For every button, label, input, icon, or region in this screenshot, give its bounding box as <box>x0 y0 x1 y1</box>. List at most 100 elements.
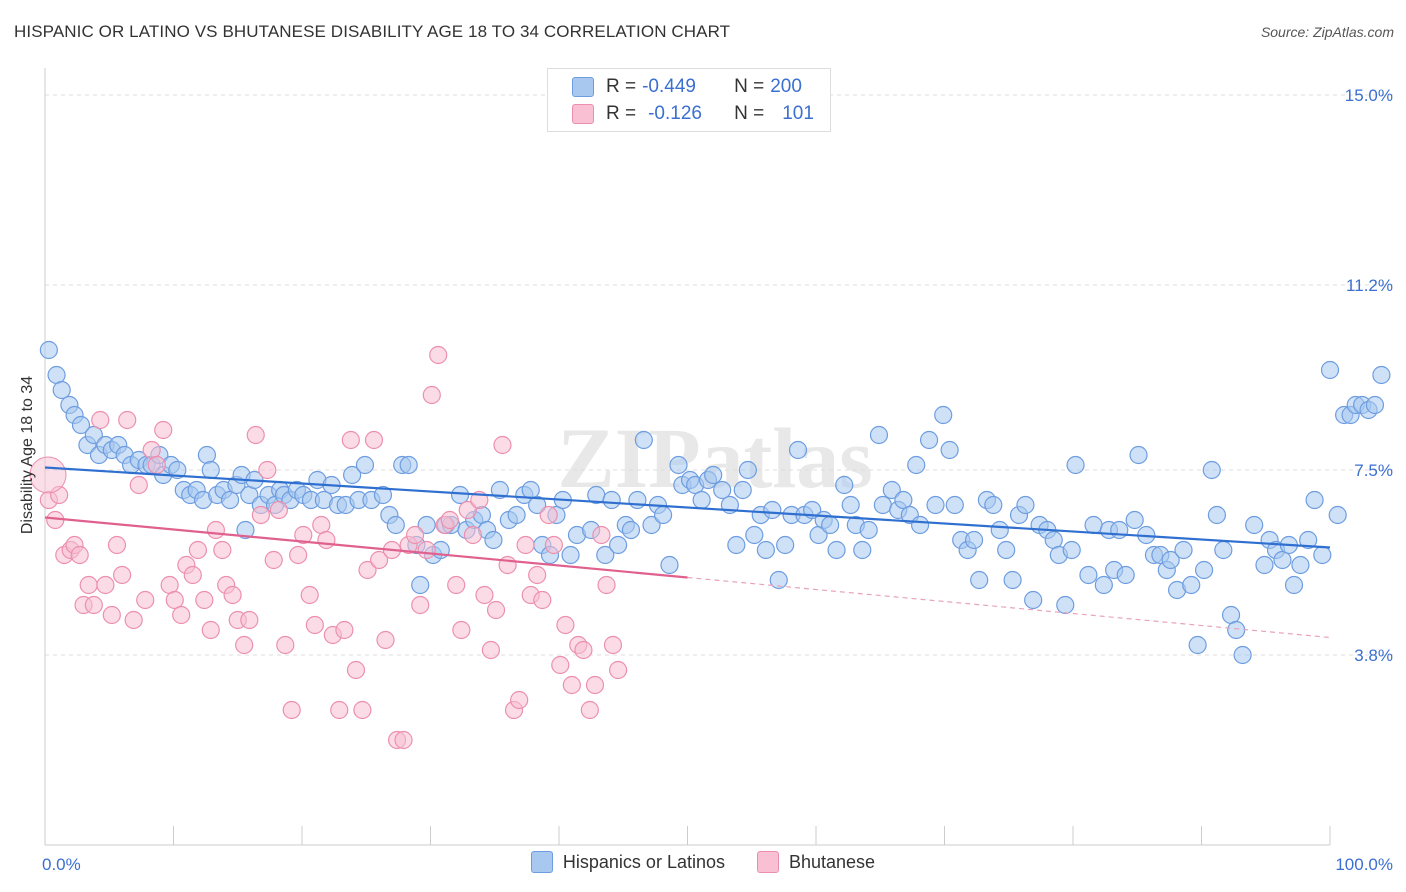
legend-n-label: N = <box>734 76 765 97</box>
hispanics-point <box>1129 445 1148 465</box>
hispanics-point <box>596 545 615 565</box>
hispanics-point <box>1182 575 1201 595</box>
hispanics-point <box>1066 455 1085 475</box>
bhutanese-point <box>294 525 313 545</box>
hispanics-point <box>84 425 103 445</box>
bhutanese-point <box>269 500 288 520</box>
hispanics-point <box>220 490 240 510</box>
legend-r-value: -0.126 <box>648 103 702 124</box>
hispanics-point <box>1094 575 1113 595</box>
bhutanese-point <box>609 660 628 680</box>
bhutanese-point <box>183 565 202 585</box>
hispanics-point <box>1116 565 1135 585</box>
bhutanese-point <box>358 560 377 580</box>
bhutanese-point <box>223 585 242 605</box>
hispanics-point <box>621 520 641 540</box>
bhutanese-point <box>417 540 436 560</box>
hispanics-point <box>411 575 430 595</box>
bhutanese-point <box>597 575 616 595</box>
bhutanese-point <box>364 430 384 450</box>
hispanics-point <box>1079 565 1098 585</box>
bhutanese-point <box>475 585 494 605</box>
y-tick-label: 11.2% <box>1346 276 1393 295</box>
legend-row-bhutanese: R = -0.126 N = 101 <box>572 101 814 127</box>
bhutanese-point <box>70 545 89 565</box>
bhutanese-point <box>258 460 277 480</box>
bhutanese-point <box>405 525 425 545</box>
bhutanese-point <box>276 635 295 655</box>
hispanics-point <box>934 405 953 425</box>
hispanics-point <box>39 340 58 360</box>
hispanics-point <box>484 530 503 550</box>
hispanics-point <box>1024 590 1043 610</box>
hispanics-point <box>52 380 71 400</box>
hispanics-point <box>528 495 547 515</box>
hispanics-point <box>1233 645 1252 665</box>
bhutanese-point <box>440 510 459 530</box>
bhutanese-point <box>107 535 127 555</box>
grid-lines <box>45 94 1395 656</box>
hispanics-point <box>990 520 1009 540</box>
hispanics-point <box>1320 360 1340 380</box>
hispanics-point <box>1062 540 1081 560</box>
source-credit: Source: ZipAtlas.com <box>1260 24 1394 40</box>
trend-lines <box>44 466 1331 639</box>
hispanics-point <box>756 540 775 560</box>
axes <box>44 68 1331 846</box>
legend-swatch-hispanics <box>530 851 553 873</box>
legend-swatch-hispanics <box>572 77 594 97</box>
bhutanese-point <box>510 690 529 710</box>
correlation-legend: R = -0.449 N = 200 R = -0.126 N = 101 <box>547 68 831 132</box>
legend-label-hispanics: Hispanics or Latinos <box>562 851 725 872</box>
bhutanese-point <box>154 420 173 440</box>
bhutanese-point <box>235 635 254 655</box>
bhutanese-point <box>84 595 103 615</box>
bhutanese-point <box>282 700 301 720</box>
bhutanese-point <box>580 700 599 720</box>
hispanics-point <box>745 525 764 545</box>
bhutanese-point <box>376 630 395 650</box>
hispanics-point <box>841 495 860 515</box>
legend-n-value: 200 <box>770 76 802 97</box>
hispanics-point <box>236 520 255 540</box>
hispanics-point <box>984 495 1003 515</box>
hispanics-point <box>609 535 628 555</box>
hispanics-point <box>1207 505 1227 525</box>
hispanics-point <box>769 570 788 590</box>
bhutanese-point <box>447 575 466 595</box>
bhutanese-point <box>539 505 558 525</box>
hispanics-point <box>1194 560 1214 580</box>
bhutanese-point <box>516 535 535 555</box>
bhutanese-point <box>486 600 506 620</box>
bhutanese-point <box>206 520 226 540</box>
hispanics-point <box>713 480 732 500</box>
bhutanese-point <box>603 635 623 655</box>
hispanics-point <box>71 415 91 435</box>
bhutanese-point <box>300 585 319 605</box>
trend-line-bhutanese <box>44 516 688 579</box>
hispanics-point <box>343 465 362 485</box>
hispanics-point <box>660 555 679 575</box>
hispanics-point <box>788 440 808 460</box>
bhutanese-point <box>463 525 483 545</box>
hispanics-point <box>201 460 220 480</box>
hispanics-point <box>853 540 872 560</box>
bhutanese-point <box>136 590 155 610</box>
x-tick-label: 0.0% <box>42 855 81 874</box>
hispanics-point <box>940 440 959 460</box>
bhutanese-point <box>96 575 115 595</box>
bhutanese-point <box>562 675 581 695</box>
bhutanese-point <box>213 540 232 560</box>
hispanics-point <box>355 455 375 475</box>
hispanics-point <box>642 515 661 535</box>
bhutanese-point <box>533 590 552 610</box>
bhutanese-point <box>201 620 220 640</box>
bhutanese-point <box>481 640 500 660</box>
hispanics-point <box>873 495 892 515</box>
hispanics-point <box>926 495 945 515</box>
x-tick-label: 100.0% <box>1335 855 1393 874</box>
bhutanese-point <box>346 660 366 680</box>
bhutanese-point <box>429 345 448 365</box>
y-tick-label: 7.5% <box>1354 461 1393 480</box>
hispanics-point <box>628 490 647 510</box>
